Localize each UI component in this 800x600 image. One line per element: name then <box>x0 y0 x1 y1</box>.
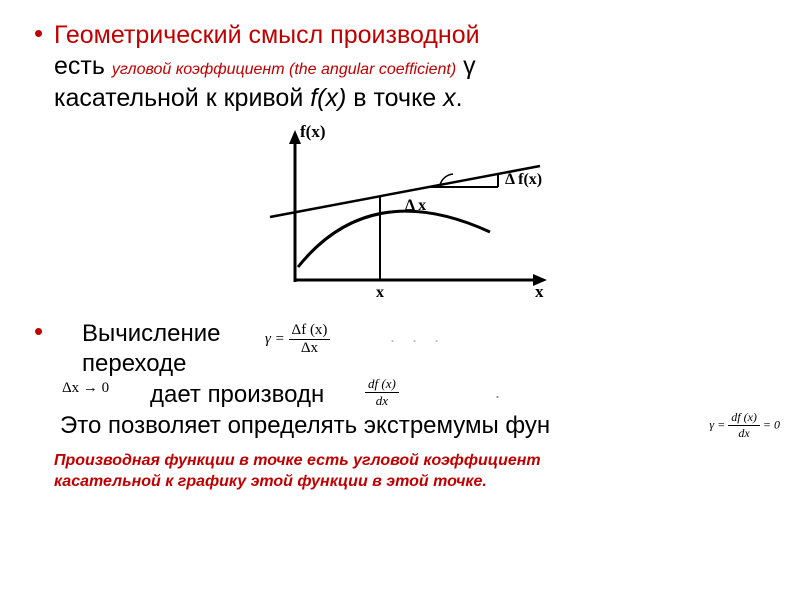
footer-line1: Производная функции в точке есть угловой… <box>54 452 541 469</box>
dx0-text: Δx → 0 <box>62 380 109 396</box>
footer-line2: касательной к графику этой функции в это… <box>54 473 487 490</box>
delta-x-label: Δ x <box>405 197 426 214</box>
y-axis-label: f(x) <box>300 122 325 141</box>
b1-l3c: . <box>456 84 463 112</box>
eq0-num: df (x) <box>728 410 760 426</box>
graph-figure: f(x) x x Δ x Δ f(x) <box>240 122 560 312</box>
faint-dots: . . . <box>390 326 445 347</box>
dfdx-den: dx <box>365 393 399 409</box>
formula-overlay-area: Вычисление . . . переходе дает производн… <box>30 318 770 438</box>
b1-l3-x: x <box>443 84 456 112</box>
b2-line1: Вычисление <box>82 318 221 349</box>
eq0-den: dx <box>728 426 760 441</box>
derivative-graph-svg: f(x) x x Δ x Δ f(x) <box>240 122 560 307</box>
gamma-lhs: γ = <box>265 331 285 347</box>
eq0-rhs: = 0 <box>763 417 780 431</box>
faint-dot2: . <box>495 382 500 403</box>
b1-l2b: γ <box>456 52 475 80</box>
b1-l3b: в точке <box>346 84 443 112</box>
b1-l3a: касательной к кривой <box>54 84 310 112</box>
b1-l3-fx: f(x) <box>310 84 346 112</box>
footer-definition: Производная функции в точке есть угловой… <box>30 450 770 493</box>
b1-l2-red: угловой коэффициент (the angular coeffic… <box>112 61 456 78</box>
x-tick-label: x <box>376 284 384 301</box>
b1-l2a: есть <box>54 52 112 80</box>
formula-gamma: γ = Δf (x) Δx <box>265 322 330 357</box>
delta-f-label: Δ f(x) <box>505 171 542 188</box>
dfdx-num: df (x) <box>365 376 399 393</box>
x-axis-label: x <box>535 282 544 301</box>
gamma-den: Δx <box>289 340 331 357</box>
bullet-1: Геометрический смысл производной есть уг… <box>30 20 770 114</box>
formula-dx-to-0: Δx → 0 <box>62 380 109 397</box>
formula-gamma-eq-0: γ = df (x) dx = 0 <box>709 410 780 441</box>
b2-line2: переходе <box>82 348 186 379</box>
formula-dfdx: df (x) dx <box>365 376 399 409</box>
b2-line4: Это позволяет определять экстремумы фун <box>60 410 550 441</box>
gamma-num: Δf (x) <box>289 322 331 340</box>
title-red: Геометрический смысл производной <box>54 21 480 49</box>
b2-line3: дает производн <box>150 379 324 410</box>
eq0-lhs: γ = <box>709 417 725 431</box>
